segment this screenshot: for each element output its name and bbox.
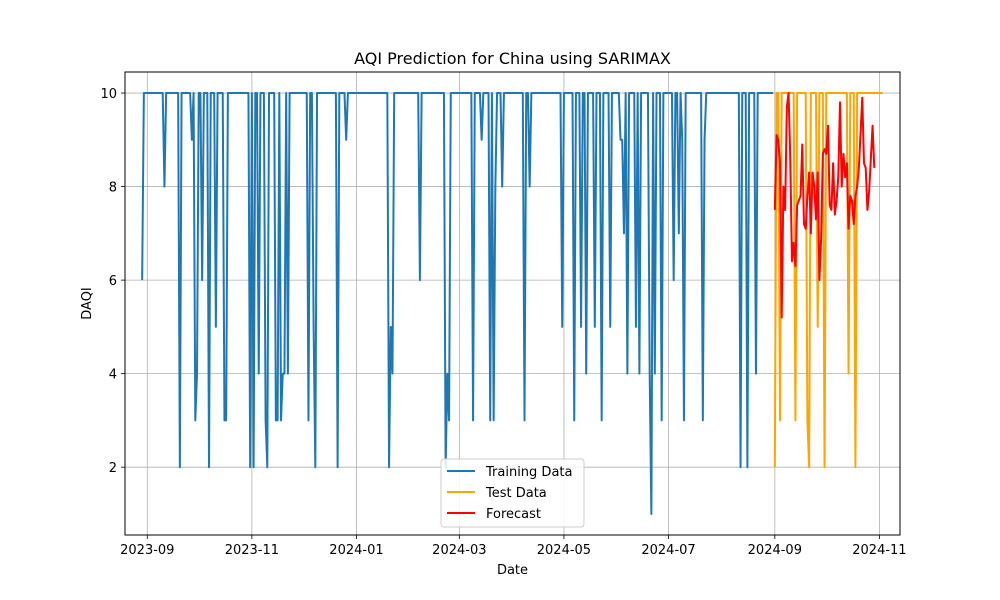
- x-axis-label: Date: [497, 563, 528, 578]
- series-line-training: [141, 92, 774, 515]
- y-tick-label: 6: [109, 274, 117, 289]
- legend-label-test: Test Data: [485, 486, 547, 501]
- y-axis: 2 4 6 8 10: [100, 87, 125, 476]
- y-tick-label: 10: [100, 87, 117, 102]
- x-tick-label: 2024-03: [432, 543, 486, 558]
- legend-label-forecast: Forecast: [486, 507, 541, 522]
- legend-item-training: Training Data: [447, 465, 572, 480]
- x-tick-label: 2024-09: [748, 543, 802, 558]
- series-line-forecast: [773, 92, 876, 319]
- x-tick-label: 2024-07: [641, 543, 695, 558]
- series-line-test: [773, 92, 883, 469]
- legend-item-test: Test Data: [447, 486, 547, 501]
- legend-item-forecast: Forecast: [447, 507, 541, 522]
- y-tick-label: 2: [109, 461, 117, 476]
- y-tick-label: 4: [109, 368, 117, 383]
- legend-label-training: Training Data: [485, 465, 572, 480]
- x-tick-label: 2023-11: [225, 543, 279, 558]
- y-axis-label: DAQI: [80, 287, 95, 320]
- legend-frame: [440, 458, 585, 528]
- x-tick-label: 2023-09: [120, 543, 174, 558]
- x-tick-label: 2024-01: [329, 543, 383, 558]
- x-tick-label: 2024-05: [537, 543, 591, 558]
- chart-title: AQI Prediction for China using SARIMAX: [354, 49, 671, 68]
- x-axis: 2023-09 2023-11 2024-01 2024-03 2024-05 2024-…: [120, 535, 907, 558]
- y-tick-label: 8: [109, 181, 117, 196]
- x-tick-label: 2024-11: [852, 543, 906, 558]
- plot-frame: [124, 71, 901, 536]
- plot-series: [141, 92, 883, 515]
- legend: Training Data Test Data Forecast: [440, 458, 585, 528]
